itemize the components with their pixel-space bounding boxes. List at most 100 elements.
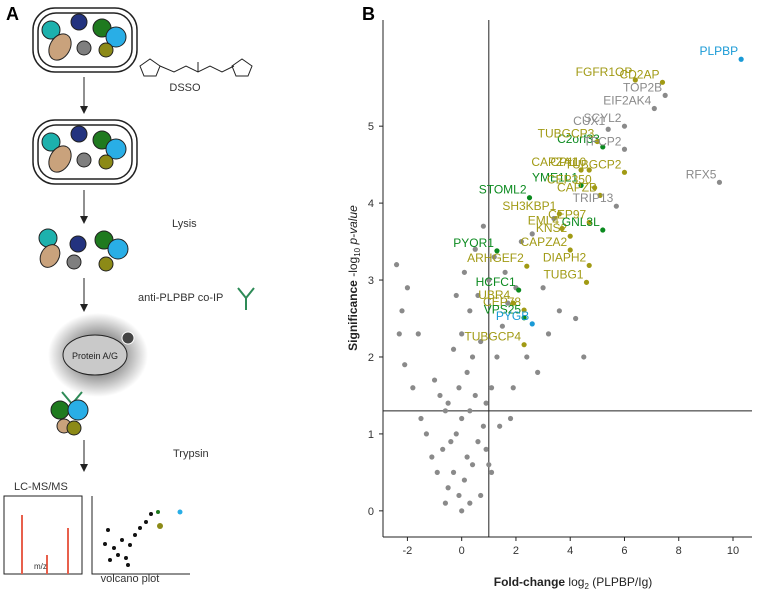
labeled-point (594, 138, 600, 145)
y-tick-label: 1 (368, 429, 374, 441)
labeled-point (578, 167, 584, 173)
point (499, 323, 505, 329)
point (556, 308, 562, 314)
point-label: CEP350 (547, 173, 592, 187)
point (396, 331, 402, 337)
dsso-structure (139, 58, 253, 77)
point (453, 292, 459, 299)
point (450, 469, 457, 475)
labeled-point (524, 263, 530, 269)
point (459, 331, 465, 337)
point (450, 346, 457, 352)
mini-volcano-axes (91, 496, 190, 575)
point-label: DIAPH2 (543, 250, 587, 264)
point (415, 331, 421, 337)
labeled-point (526, 195, 533, 201)
point-label: TRIP13 (573, 191, 614, 205)
point-label: CP110 (550, 155, 586, 169)
point (510, 385, 516, 391)
x-tick-label: 10 (727, 545, 739, 557)
point (442, 408, 449, 414)
point-label: SH3KBP1 (502, 199, 556, 213)
step-label: anti-PLPBP co-IP (138, 292, 223, 304)
point (540, 285, 546, 291)
point (475, 292, 481, 299)
labeled-point (716, 179, 723, 185)
point (486, 462, 492, 468)
labeled-point (567, 233, 573, 239)
labeled-point (659, 79, 666, 85)
labeled-point (521, 315, 527, 321)
labeled-point (621, 169, 628, 175)
point (445, 400, 451, 406)
point-label: RFX5 (686, 167, 717, 181)
point (469, 462, 476, 468)
point (399, 308, 405, 314)
panel-label: B (362, 4, 375, 24)
point (488, 385, 495, 391)
point-label: CAPZB (557, 180, 597, 194)
point (491, 254, 497, 260)
point-label: PYOR1 (453, 236, 494, 250)
point (488, 469, 495, 475)
x-tick-label: 2 (513, 545, 519, 557)
point (483, 400, 489, 406)
point (431, 377, 438, 383)
point-label: TUBGCP4 (464, 330, 521, 344)
cell-1 (32, 7, 138, 73)
point (483, 446, 489, 452)
labeled-point (521, 307, 527, 313)
labeled-point (651, 105, 657, 112)
x-tick-label: 6 (621, 545, 627, 557)
ms-label: LC-MS/MS (14, 481, 68, 493)
y-tick-label: 2 (368, 352, 374, 364)
labeled-point (586, 262, 592, 269)
point (497, 423, 503, 429)
x-tick-label: -2 (403, 545, 413, 557)
point (461, 269, 467, 275)
point (478, 492, 484, 499)
captured-complex (50, 391, 89, 436)
point-label: VPS25 (484, 303, 522, 317)
x-axis-title-sub: 2 (584, 582, 589, 591)
labeled-point (621, 146, 628, 152)
point-label: YME1L1 (532, 170, 578, 184)
point (467, 308, 473, 314)
labeled-point (578, 182, 584, 189)
point (440, 446, 446, 452)
point (480, 423, 486, 429)
x-axis-title: Fold-change log2 (PLPBP/Ig) (494, 575, 653, 592)
point (410, 385, 416, 391)
point (518, 238, 524, 245)
point (469, 354, 476, 360)
point-label: TUBG1 (543, 267, 583, 281)
labeled-point (529, 321, 535, 327)
point-label: TFCP2 (583, 134, 621, 148)
point (464, 454, 470, 460)
bead-label: Protein A/G (72, 351, 118, 361)
point-label: CUX1 (573, 114, 605, 128)
point (467, 500, 473, 506)
point (429, 454, 435, 460)
point (581, 354, 587, 360)
x-tick-label: 0 (459, 545, 465, 557)
step-label: Lysis (172, 218, 197, 230)
labeled-point (632, 77, 638, 83)
point (461, 477, 467, 483)
point-label: GNL3L (562, 215, 600, 229)
point-label: PLPBP (699, 44, 738, 58)
complexes (38, 228, 129, 272)
point (418, 415, 424, 422)
point-label: UBR4 (478, 288, 510, 302)
labeled-point (600, 144, 606, 150)
point (529, 231, 535, 237)
point-label: STOML2 (479, 183, 527, 197)
labeled-point (510, 300, 516, 306)
x-axis-title-suffix: (PLPBP/Ig) (592, 575, 652, 589)
y-tick-label: 3 (368, 275, 374, 287)
y-tick-label: 4 (368, 198, 374, 210)
bead (62, 334, 128, 376)
point-label: FGFR1OP (576, 65, 633, 79)
point (472, 392, 478, 399)
